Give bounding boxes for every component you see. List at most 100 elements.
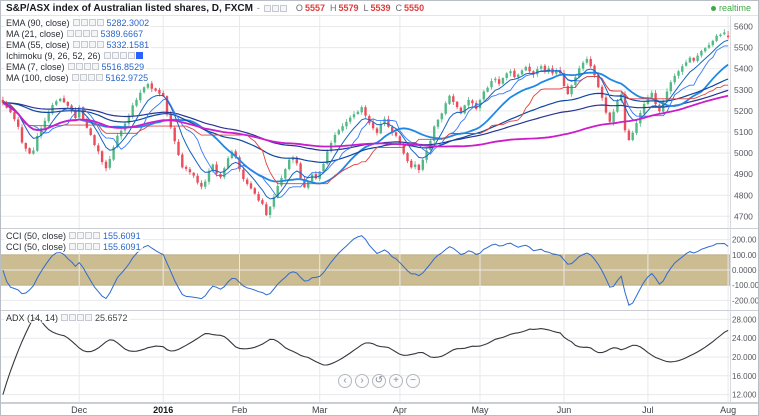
svg-text:5100: 5100 <box>734 127 753 137</box>
menu-mini-button[interactable] <box>88 19 96 26</box>
menu-mini-button[interactable] <box>88 41 96 48</box>
time-label-feb: Feb <box>231 405 248 415</box>
indicator-row[interactable]: ADX (14, 14) 25.6572 <box>4 312 130 323</box>
gear-mini-button[interactable] <box>75 63 83 70</box>
menu-mini-button[interactable] <box>87 74 95 81</box>
eye-mini-button[interactable] <box>72 19 80 26</box>
gear-mini-button[interactable] <box>80 41 88 48</box>
chart-nav-toolbar: ‹ › ↺ + − <box>338 374 420 388</box>
close-mini-button[interactable] <box>96 41 104 48</box>
time-label-jun: Jun <box>556 405 572 415</box>
chart-toggle-buttons <box>263 4 287 12</box>
menu-mini-button[interactable] <box>85 232 93 239</box>
indicator-value: 5282.3002 <box>106 17 150 28</box>
time-label-apr: Apr <box>392 405 407 415</box>
realtime-indicator: realtime <box>710 3 753 13</box>
close-mini-button[interactable] <box>93 232 101 239</box>
gear-mini-button[interactable] <box>80 19 88 26</box>
gear-mini-button[interactable] <box>77 243 85 250</box>
ohlc-h-label: H <box>329 3 337 13</box>
indicator-row[interactable]: CCI (50, close) 155.6091 <box>4 230 143 241</box>
candles-down <box>1 31 730 216</box>
indicator-row[interactable]: MA (21, close) 5389.6667 <box>4 28 146 39</box>
menu-mini-button[interactable] <box>119 52 127 59</box>
menu-mini-button[interactable] <box>85 243 93 250</box>
svg-text:0.0000: 0.0000 <box>732 266 757 275</box>
indicator-row[interactable]: Ichimoku (9, 26, 52, 26) <box>4 50 145 61</box>
adx-chart[interactable]: 28.000 24.000 20.000 16.000 12.000 <box>1 311 759 403</box>
price-axis-divider <box>730 1 731 415</box>
indicator-row[interactable]: EMA (90, close) 5282.3002 <box>4 17 152 28</box>
close-mini-button[interactable] <box>127 52 135 59</box>
ohlc-o-label: O <box>295 3 303 13</box>
time-axis[interactable]: Dec 2016 Feb Mar Apr May Jun Jul Aug <box>1 403 758 415</box>
close-mini-button[interactable] <box>95 74 103 81</box>
eye-mini-button[interactable] <box>69 232 77 239</box>
indicator-name: CCI (50, close) <box>6 230 67 241</box>
svg-text:12.000: 12.000 <box>732 391 757 400</box>
indicator-row[interactable]: MA (100, close) 5162.9725 <box>4 72 151 83</box>
ohlc-h-value: 5579 <box>338 3 359 13</box>
eye-mini-button[interactable] <box>72 41 80 48</box>
eye-mini-button[interactable] <box>67 63 75 70</box>
cci-indicator-labels: CCI (50, close) 155.6091 CCI (50, close) 15… <box>4 230 143 252</box>
svg-text:4800: 4800 <box>734 190 753 200</box>
collapse-mini-button[interactable] <box>263 4 271 12</box>
settings-mini-button[interactable] <box>271 4 279 12</box>
eye-mini-button[interactable] <box>66 30 74 37</box>
eye-mini-button[interactable] <box>71 74 79 81</box>
indicator-buttons <box>61 314 93 321</box>
indicator-name: EMA (55, close) <box>6 39 70 50</box>
indicator-row[interactable]: EMA (55, close) 5332.1581 <box>4 39 152 50</box>
close-mini-button[interactable] <box>96 19 104 26</box>
scroll-right-button[interactable]: › <box>355 374 369 388</box>
eye-mini-button[interactable] <box>69 243 77 250</box>
price-candlestick-chart[interactable]: 5600 5500 5400 5300 5200 5100 5000 4900 4800 4700 <box>1 16 759 229</box>
gear-mini-button[interactable] <box>69 314 77 321</box>
indicator-buttons <box>71 74 103 81</box>
svg-text:4900: 4900 <box>734 169 753 179</box>
gear-mini-button[interactable] <box>74 30 82 37</box>
time-label-aug: Aug <box>720 405 737 415</box>
close-mini-button[interactable] <box>279 4 287 12</box>
svg-text:100.00: 100.00 <box>732 251 757 260</box>
menu-mini-button[interactable] <box>77 314 85 321</box>
eye-mini-button[interactable] <box>103 52 111 59</box>
indicator-value: 155.6091 <box>103 241 141 252</box>
adx-panel: 28.000 24.000 20.000 16.000 12.000 ADX (14, … <box>1 311 759 403</box>
price-grid: 5600 5500 5400 5300 5200 5100 5000 4900 4800 4700 <box>1 16 753 229</box>
time-label-mar: Mar <box>311 405 328 415</box>
scroll-left-button[interactable]: ‹ <box>338 374 352 388</box>
close-mini-button[interactable] <box>85 314 93 321</box>
indicator-name: Ichimoku (9, 26, 52, 26) <box>6 50 101 61</box>
gear-mini-button[interactable] <box>111 52 119 59</box>
menu-mini-button[interactable] <box>83 63 91 70</box>
close-mini-button[interactable] <box>91 63 99 70</box>
zoom-in-button[interactable]: + <box>389 374 403 388</box>
gear-mini-button[interactable] <box>79 74 87 81</box>
time-label-dec: Dec <box>71 405 88 415</box>
indicator-row[interactable]: CCI (50, close) 155.6091 <box>4 241 143 252</box>
color-chip-icon[interactable] <box>135 52 143 59</box>
price-panel: 5600 5500 5400 5300 5200 5100 5000 4900 4800 4700… <box>1 16 759 229</box>
eye-mini-button[interactable] <box>61 314 69 321</box>
indicator-buttons <box>69 243 101 250</box>
header-separator: - <box>256 3 260 13</box>
cci-panel: 200.00 100.00 0.0000 -100.00 -200.00 CCI (50… <box>1 229 758 311</box>
menu-mini-button[interactable] <box>82 30 90 37</box>
svg-text:4700: 4700 <box>734 211 753 221</box>
svg-text:5400: 5400 <box>734 64 753 74</box>
close-mini-button[interactable] <box>90 30 98 37</box>
indicator-buttons <box>72 41 104 48</box>
reset-zoom-button[interactable]: ↺ <box>372 374 386 388</box>
zoom-out-button[interactable]: − <box>406 374 420 388</box>
svg-text:20.000: 20.000 <box>732 353 757 362</box>
gear-mini-button[interactable] <box>77 232 85 239</box>
indicator-row[interactable]: EMA (7, close) 5516.8529 <box>4 61 147 72</box>
indicator-name: ADX (14, 14) <box>6 312 59 323</box>
svg-text:16.000: 16.000 <box>732 372 757 381</box>
indicator-name: MA (100, close) <box>6 72 69 83</box>
close-mini-button[interactable] <box>93 243 101 250</box>
symbol-title[interactable]: S&P/ASX index of Australian listed share… <box>6 2 253 14</box>
